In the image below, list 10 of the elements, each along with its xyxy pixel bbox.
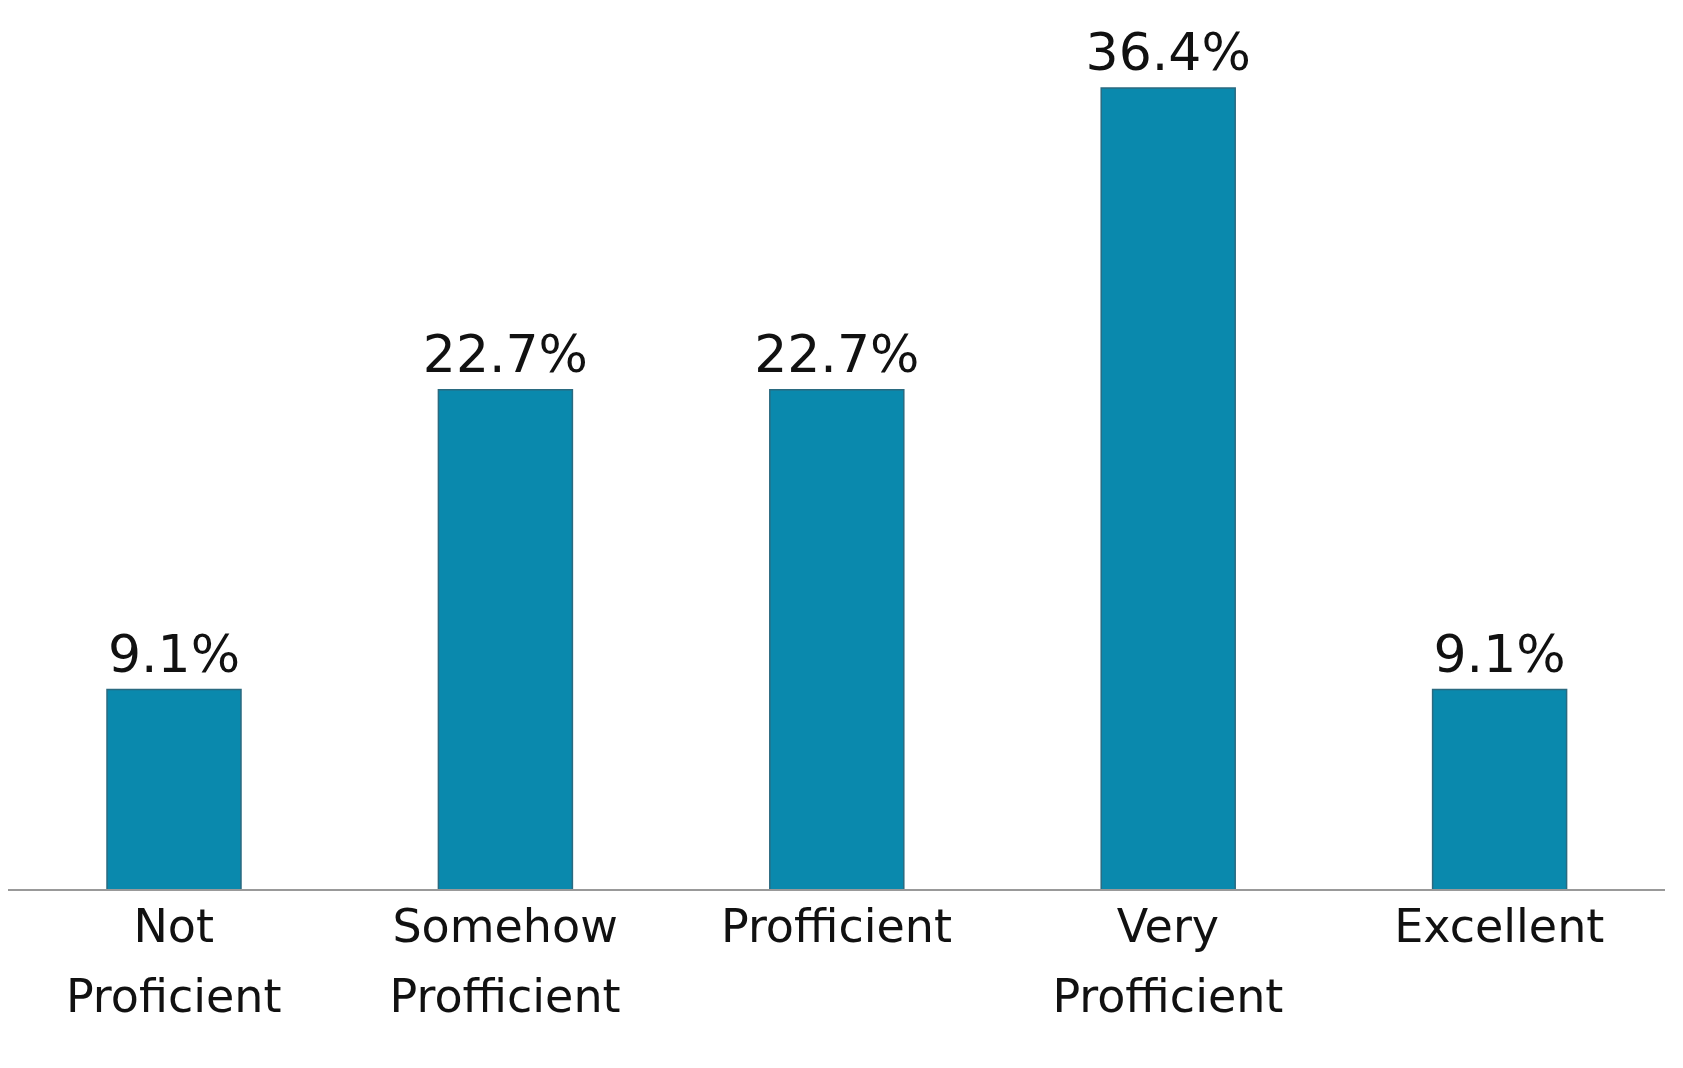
data-label: 9.1% <box>107 623 241 684</box>
data-label: 36.4% <box>1085 22 1251 82</box>
data-label: 22.7% <box>422 323 588 384</box>
x-tick-label: Somehow Profficient <box>389 899 621 1023</box>
x-tick-label: Profficient <box>720 899 953 953</box>
data-label: 9.1% <box>1433 623 1566 684</box>
data-label: 22.7% <box>754 323 920 384</box>
x-tick-label: Very Profficient <box>1052 899 1284 1023</box>
x-tick-label: Not Proficient <box>65 899 282 1023</box>
x-tick-label: Excellent <box>1394 899 1605 953</box>
